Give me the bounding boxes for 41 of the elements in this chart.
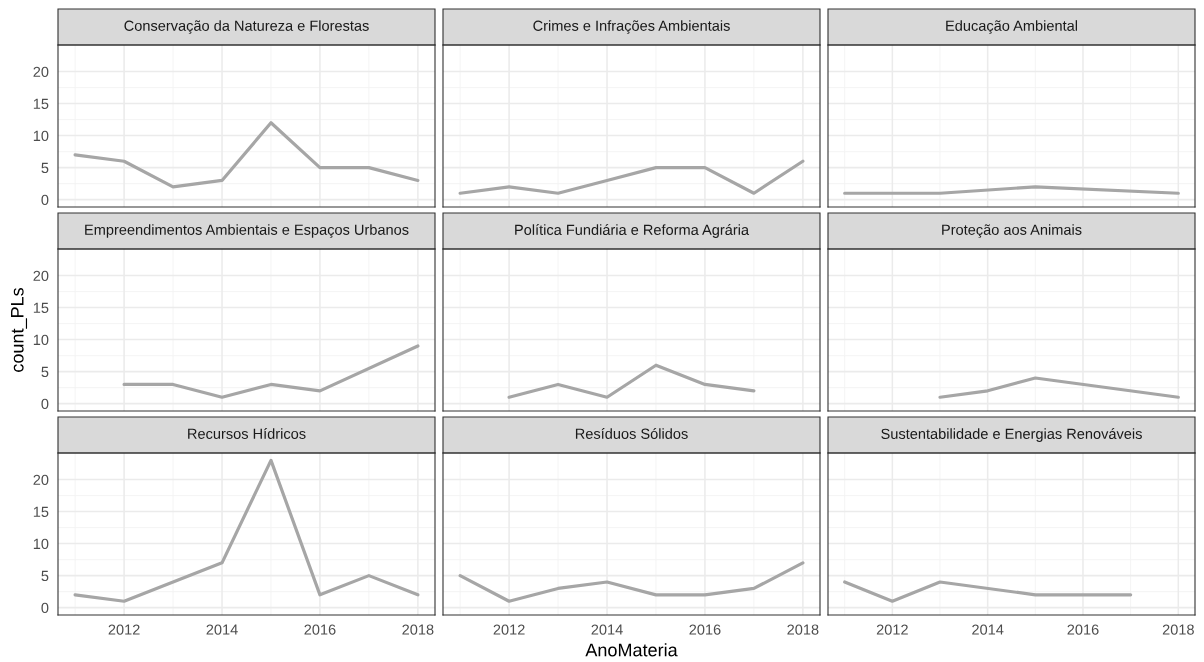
- y-tick-label: 20: [33, 270, 49, 281]
- x-tick-label: 2012: [493, 624, 525, 635]
- x-tick-label: 2016: [689, 624, 721, 635]
- y-tick-label: 10: [33, 334, 49, 346]
- y-tick-label: 0: [41, 194, 49, 206]
- y-tick-label: 10: [33, 538, 49, 550]
- chart-title: Proteção aos Animais: [942, 224, 1082, 238]
- x-tick-label: 2014: [972, 624, 1004, 635]
- x-tick-label: 2018: [1162, 624, 1194, 635]
- x-tick-label: 2012: [108, 624, 140, 635]
- y-tick-label: 0: [41, 398, 49, 410]
- y-tick-label: 0: [41, 602, 49, 614]
- chart-title: Política Fundiária e Reforma Agrária: [515, 224, 750, 238]
- y-tick-label: 5: [41, 162, 49, 174]
- x-tick-label: 2016: [1067, 624, 1099, 635]
- y-tick-label: 20: [33, 474, 49, 485]
- x-tick-label: 2014: [206, 624, 238, 635]
- x-tick-label: 2014: [591, 624, 623, 635]
- y-tick-label: 20: [33, 66, 49, 77]
- chart-title: Recursos Hídricos: [188, 428, 306, 439]
- x-tick-label: 2016: [304, 624, 336, 635]
- x-tick-label: 2018: [402, 624, 434, 635]
- y-tick-label: 15: [33, 98, 49, 110]
- y-tick-label: 15: [33, 302, 49, 314]
- chart-title: Conservação da Natureza e Florestas: [124, 20, 369, 34]
- y-tick-label: 5: [41, 366, 49, 378]
- line-series: [73, 121, 420, 189]
- chart-title: Crimes e Infrações Ambientais: [533, 20, 730, 34]
- y-axis-title: count_PLs: [11, 287, 28, 372]
- chart-title: Sustentabilidade e Energias Renováveis: [881, 428, 1142, 442]
- x-tick-label: 2018: [787, 624, 819, 635]
- line-series: [73, 458, 420, 603]
- y-tick-label: 5: [41, 570, 49, 582]
- x-axis-title: AnoMateria: [585, 643, 678, 657]
- y-tick-label: 10: [33, 130, 49, 142]
- chart-title: Empreendimentos Ambientais e Espaços Urbanos: [85, 224, 409, 238]
- y-tick-label: 15: [33, 506, 49, 518]
- chart-title: Resíduos Sólidos: [575, 428, 688, 439]
- line-series: [122, 344, 420, 399]
- x-tick-label: 2012: [876, 624, 908, 635]
- chart-title: Educação Ambiental: [946, 20, 1078, 34]
